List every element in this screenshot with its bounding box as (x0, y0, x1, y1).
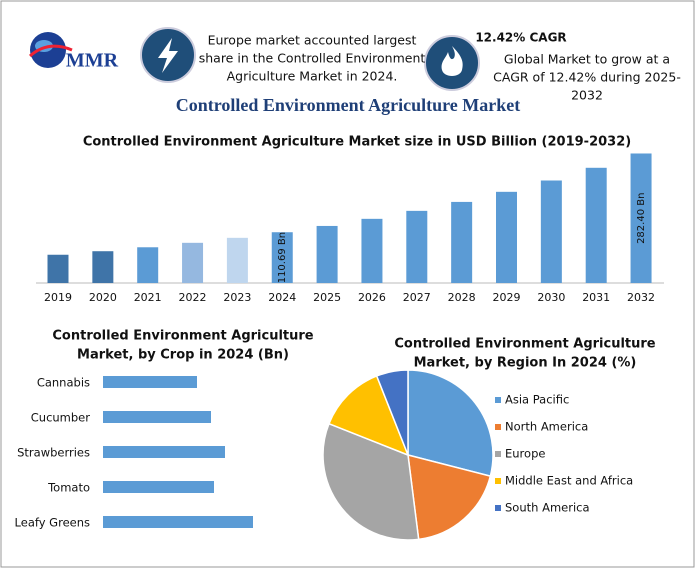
bar (361, 218, 383, 283)
chart-title: Controlled Environment Agriculture Marke… (83, 135, 631, 150)
bar (182, 242, 204, 283)
main-title: Controlled Environment Agriculture Marke… (176, 95, 520, 115)
note-line: Agriculture Market in 2024. (227, 69, 398, 84)
bar (316, 225, 338, 283)
logo-globe (29, 32, 73, 68)
legend-label: North America (505, 420, 588, 434)
pie-slice (407, 369, 494, 478)
x-tick-label: 2025 (313, 291, 341, 304)
x-tick-label: 2019 (44, 291, 72, 304)
pie-slice (322, 422, 420, 541)
bar (92, 251, 114, 283)
x-tick-label: 2030 (537, 291, 565, 304)
y-tick-label: Cucumber (31, 411, 91, 425)
x-tick-label: 2028 (448, 291, 476, 304)
pie-slice (375, 369, 409, 456)
y-tick-label: Leafy Greens (15, 516, 90, 530)
legend-label: Middle East and Africa (505, 474, 633, 488)
flame-icon (424, 35, 480, 91)
x-tick-label: 2021 (134, 291, 162, 304)
cagr-title: 12.42% CAGR (475, 31, 566, 45)
x-tick-label: 2031 (582, 291, 610, 304)
y-tick-label: Cannabis (37, 376, 90, 390)
bar (540, 180, 562, 283)
legend-label: Asia Pacific (505, 393, 569, 407)
lightning-icon (140, 27, 196, 83)
bar (585, 167, 607, 283)
legend-swatch (495, 505, 501, 511)
note-line: share in the Controlled Environment (199, 51, 426, 66)
y-tick-label: Strawberries (17, 446, 90, 460)
bar (103, 481, 214, 493)
legend-swatch (495, 478, 501, 484)
bar (103, 516, 253, 528)
bar (47, 254, 69, 283)
y-tick-label: Tomato (47, 481, 90, 495)
note-line: Europe market accounted largest (208, 33, 417, 48)
x-tick-label: 2020 (89, 291, 117, 304)
chart-title: Market, by Region In 2024 (%) (414, 356, 637, 371)
bar (451, 201, 473, 283)
x-tick-label: 2022 (179, 291, 207, 304)
cagr-line: Global Market to grow at a (504, 52, 670, 67)
value-label: 282.40 Bn (636, 193, 647, 244)
legend-label: South America (505, 501, 590, 515)
bar (271, 232, 293, 283)
x-tick-label: 2027 (403, 291, 431, 304)
chart-title: Market, by Crop in 2024 (Bn) (77, 348, 289, 363)
bar (226, 237, 248, 283)
cagr-line: CAGR of 12.42% during 2025- (493, 70, 681, 85)
x-tick-label: 2029 (493, 291, 521, 304)
chart-title: Controlled Environment Agriculture (52, 329, 313, 344)
chart-title: Controlled Environment Agriculture (394, 337, 655, 352)
pie-slice (407, 453, 492, 541)
logo-text: MMR (66, 50, 119, 72)
bar (103, 446, 225, 458)
x-tick-label: 2032 (627, 291, 655, 304)
bar (406, 210, 428, 283)
legend-swatch (495, 451, 501, 457)
bar (496, 191, 517, 283)
legend-swatch (495, 397, 501, 403)
cagr-line: 2032 (571, 88, 603, 103)
x-tick-label: 2023 (223, 291, 251, 304)
pie-slice (327, 374, 410, 457)
bar (103, 411, 211, 423)
legend-swatch (495, 424, 501, 430)
x-tick-label: 2026 (358, 291, 386, 304)
bar (137, 247, 159, 283)
bar (103, 376, 197, 388)
value-label: 110.69 Bn (277, 232, 288, 283)
legend-label: Europe (505, 447, 545, 461)
bar (630, 153, 652, 283)
x-tick-label: 2024 (268, 291, 296, 304)
